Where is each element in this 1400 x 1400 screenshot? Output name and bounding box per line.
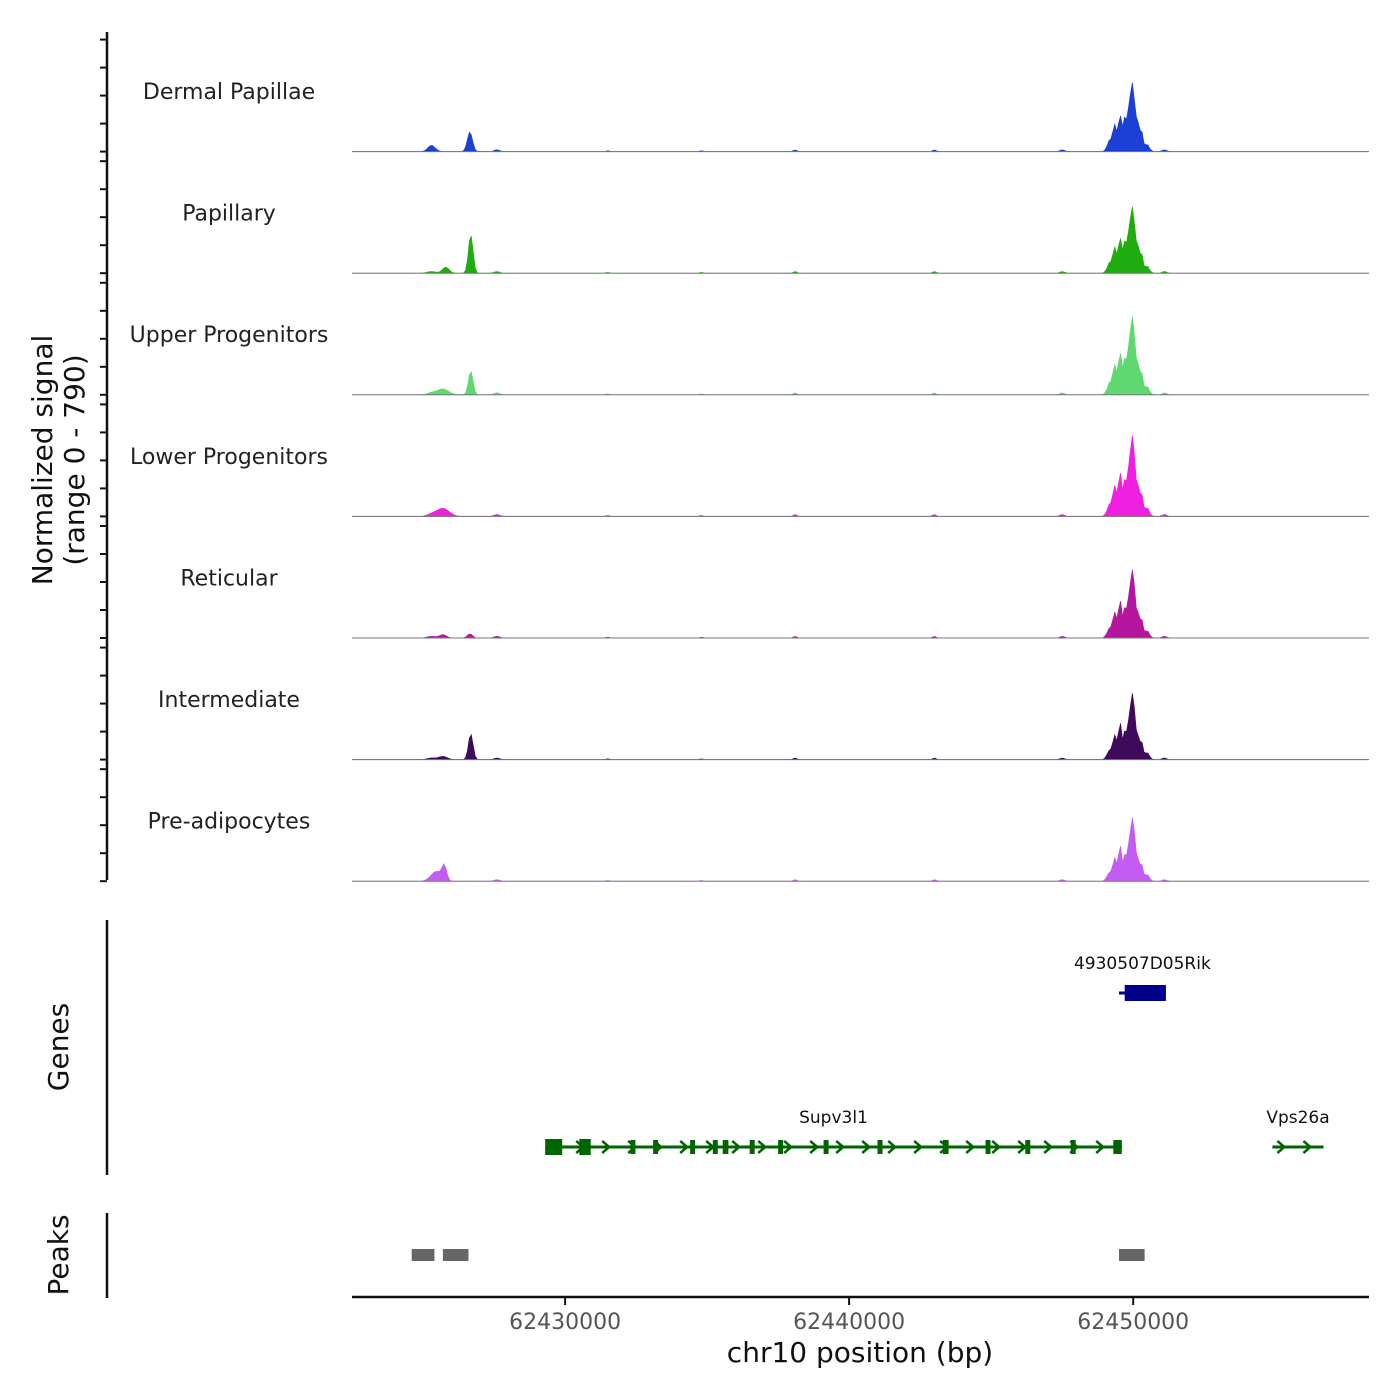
strand-arrow (731, 1140, 742, 1154)
exon (1070, 1140, 1076, 1154)
genes-track: Genes 4930507D05Rik Supv3l1 Vps26a (42, 920, 1330, 1175)
signal-y-axis (100, 32, 109, 883)
strand-arrow (783, 1140, 794, 1154)
gene-label: Supv3l1 (799, 1108, 868, 1128)
track-label: Lower Progenitors (130, 445, 328, 470)
exon (1113, 1140, 1122, 1154)
x-tick-label: 62450000 (1077, 1310, 1189, 1335)
peak-region (411, 1249, 435, 1261)
strand-arrow (861, 1140, 872, 1154)
x-axis: chr10 position (bp) 62430000 62440000 6245… (352, 1295, 1369, 1369)
gene-label: Vps26a (1266, 1108, 1329, 1128)
strand-arrow (1095, 1140, 1106, 1154)
track-label: Papillary (182, 202, 276, 227)
track-label: Intermediate (158, 688, 300, 713)
strand-arrow (991, 1140, 1002, 1154)
strand-arrow (887, 1140, 898, 1154)
strand-arrow (679, 1140, 690, 1154)
gene-label: 4930507D05Rik (1074, 954, 1211, 974)
strand-arrow (1043, 1140, 1054, 1154)
coverage-track: Lower Progenitors (130, 435, 1369, 517)
coverage-area (352, 693, 1369, 760)
coverage-area (352, 316, 1369, 396)
exon (1124, 985, 1166, 1001)
strand-arrow (965, 1140, 976, 1154)
y-axis-title-line1: Normalized signal (26, 335, 59, 586)
exon (985, 1140, 991, 1154)
strand-arrow (1276, 1140, 1287, 1154)
exon (579, 1139, 591, 1155)
exon (690, 1140, 696, 1154)
strand-arrow (757, 1140, 768, 1154)
gene: 4930507D05Rik (1074, 954, 1211, 1001)
gene: Supv3l1 (545, 1108, 1122, 1155)
gene: Vps26a (1266, 1108, 1330, 1154)
exon (630, 1140, 636, 1154)
coverage-area (352, 569, 1369, 639)
coverage-track: Upper Progenitors (130, 316, 1369, 396)
coverage-track: Pre-adipocytes (148, 810, 1369, 882)
y-axis-title-line2: (range 0 - 790) (58, 354, 91, 565)
exon (749, 1140, 755, 1154)
strand-arrow (601, 1140, 612, 1154)
peak-region (442, 1249, 469, 1261)
track-label: Upper Progenitors (130, 323, 329, 348)
track-label: Pre-adipocytes (148, 810, 311, 835)
strand-arrow (835, 1140, 846, 1154)
exon (778, 1140, 784, 1154)
coverage-area (352, 206, 1369, 274)
coverage-tracks: Dermal Papillae Papillary Upper Progenitor… (130, 80, 1369, 882)
peaks-track-title: Peaks (42, 1214, 75, 1295)
exon (545, 1139, 563, 1155)
peaks-track: Peaks (42, 1213, 1145, 1298)
coverage-area (352, 817, 1369, 882)
exon (722, 1140, 729, 1154)
exon (1025, 1140, 1031, 1154)
y-axis-title: Normalized signal (range 0 - 790) (26, 335, 91, 586)
strand-arrow (809, 1140, 820, 1154)
coverage-track: Intermediate (158, 688, 1369, 761)
exon (942, 1140, 949, 1154)
track-label: Dermal Papillae (143, 80, 315, 105)
coverage-track: Reticular (180, 566, 1369, 639)
x-axis-title: chr10 position (bp) (727, 1336, 993, 1369)
strand-arrow (913, 1140, 924, 1154)
genes-track-title: Genes (42, 1003, 75, 1091)
exon (823, 1140, 829, 1154)
x-tick-label: 62430000 (509, 1310, 621, 1335)
exon (877, 1140, 883, 1154)
coverage-track: Dermal Papillae (143, 80, 1369, 153)
exon (712, 1140, 718, 1154)
coverage-area (352, 435, 1369, 517)
coverage-track: Papillary (182, 202, 1369, 274)
coverage-area (352, 82, 1369, 152)
strand-arrow (1017, 1140, 1028, 1154)
peak-region (1119, 1249, 1145, 1261)
track-label: Reticular (180, 566, 278, 591)
strand-arrow (1302, 1140, 1313, 1154)
exon (653, 1140, 659, 1154)
x-tick-label: 62440000 (793, 1310, 905, 1335)
